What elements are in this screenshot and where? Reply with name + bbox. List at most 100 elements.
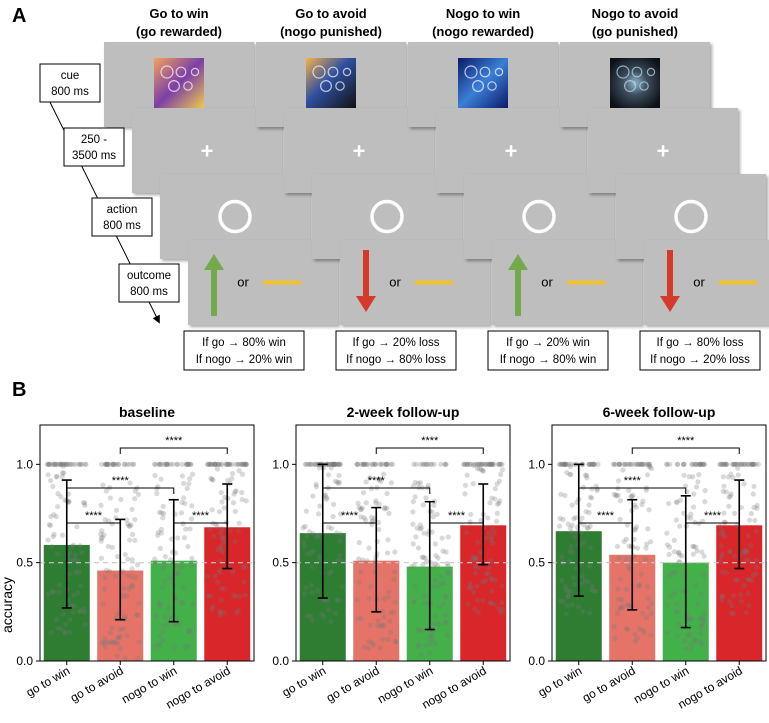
data-point <box>424 461 430 467</box>
step-name: outcome <box>127 270 171 282</box>
data-point <box>741 461 747 467</box>
significance-bracket: **** <box>119 435 228 454</box>
significance-label: **** <box>624 475 642 487</box>
data-point <box>591 461 597 467</box>
data-point <box>685 632 691 638</box>
data-point <box>210 603 216 610</box>
data-point <box>411 599 418 605</box>
data-point <box>619 603 626 610</box>
data-point <box>568 543 574 550</box>
data-point <box>185 628 191 634</box>
data-point <box>110 461 117 467</box>
data-point <box>392 639 399 645</box>
chart-panel: 6-week follow-up **** **** **** **** 0.0 0.5 1.… <box>528 404 767 712</box>
data-point <box>497 461 503 467</box>
data-point <box>615 478 622 484</box>
data-point <box>676 621 682 627</box>
data-point <box>584 472 590 479</box>
data-point <box>743 549 749 555</box>
data-point <box>720 461 727 467</box>
data-point <box>82 461 88 467</box>
data-point <box>649 600 655 606</box>
data-point <box>411 562 417 568</box>
data-point <box>231 491 237 497</box>
data-point <box>586 509 592 516</box>
data-point <box>158 530 165 536</box>
data-point <box>328 618 334 625</box>
data-point <box>468 461 474 467</box>
data-point <box>425 482 431 489</box>
data-point <box>373 500 379 506</box>
data-point <box>572 534 578 540</box>
data-point <box>416 642 423 648</box>
data-point <box>564 469 570 476</box>
data-point <box>741 461 748 467</box>
data-point <box>619 597 625 603</box>
data-point <box>722 519 728 526</box>
data-point <box>724 570 730 576</box>
data-point <box>562 584 569 590</box>
significance-bracket: **** <box>375 435 484 454</box>
data-point <box>239 461 245 467</box>
data-point <box>676 559 682 565</box>
data-point <box>167 461 174 467</box>
data-point <box>750 491 756 497</box>
data-point <box>72 461 78 467</box>
data-point <box>464 461 470 467</box>
fractal-cue-image <box>154 58 204 108</box>
data-point <box>691 543 697 550</box>
data-point <box>421 600 428 607</box>
data-point <box>727 548 734 555</box>
data-point <box>585 579 591 585</box>
data-point <box>696 520 702 527</box>
data-point <box>467 519 473 525</box>
data-point <box>492 496 498 502</box>
arrow-head <box>508 254 528 270</box>
chart-title: 6-week follow-up <box>603 404 716 420</box>
arrow-head <box>660 296 680 312</box>
data-point <box>358 461 364 467</box>
data-point <box>464 472 470 478</box>
data-point <box>55 625 61 631</box>
bracket-line <box>322 487 431 494</box>
data-point <box>184 461 190 467</box>
data-point <box>360 461 366 467</box>
data-point <box>559 461 565 467</box>
data-point <box>750 461 756 467</box>
data-points <box>717 461 761 617</box>
data-point <box>438 461 444 467</box>
data-point <box>689 461 695 467</box>
data-point <box>589 461 595 467</box>
data-point <box>328 569 335 575</box>
fractal-swirl <box>190 67 200 77</box>
data-point <box>187 629 193 635</box>
data-point <box>236 468 242 474</box>
data-point <box>65 461 71 467</box>
data-point <box>49 544 55 550</box>
data-point <box>664 602 670 609</box>
data-point <box>107 640 113 646</box>
data-point <box>308 461 315 467</box>
data-points <box>151 461 196 651</box>
neutral-outcome-bar <box>263 280 301 285</box>
data-point <box>371 461 378 467</box>
data-point <box>742 549 748 555</box>
timeline-step: cue 800 ms <box>39 63 101 103</box>
data-point <box>700 461 706 467</box>
data-point <box>381 596 387 602</box>
y-tick-label: 1.0 <box>272 457 289 471</box>
data-point <box>211 533 217 539</box>
data-point <box>696 461 703 467</box>
data-point <box>70 461 76 467</box>
data-point <box>334 597 340 603</box>
data-point <box>221 539 227 545</box>
condition-subtitle: (go punished) <box>592 24 678 39</box>
data-point <box>431 502 437 509</box>
data-point <box>738 598 744 604</box>
data-point <box>322 492 329 498</box>
data-point <box>167 616 173 622</box>
data-point <box>497 498 503 504</box>
data-point <box>162 554 168 560</box>
data-point <box>98 531 104 537</box>
data-point <box>465 461 471 467</box>
